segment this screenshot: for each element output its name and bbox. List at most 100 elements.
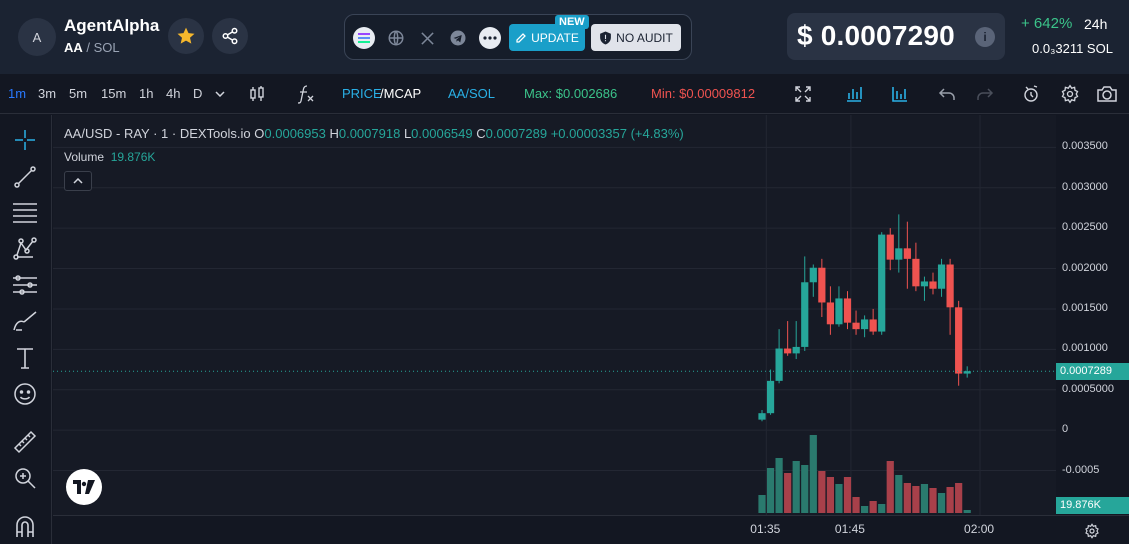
fib-icon xyxy=(13,203,37,223)
price-tick-label: 0.001000 xyxy=(1062,342,1108,355)
volume-bar xyxy=(878,504,886,513)
zoom-tool[interactable] xyxy=(12,465,38,491)
legend-title: AA/USD - RAY · 1 · DEXTools.io xyxy=(64,126,251,141)
candle-body xyxy=(946,264,954,308)
candle-body xyxy=(775,348,783,381)
fullscreen-button[interactable] xyxy=(792,83,814,105)
volume-bar xyxy=(869,501,877,513)
settings-button[interactable] xyxy=(1059,83,1081,105)
timeframe-d[interactable]: D xyxy=(193,86,203,101)
telegram-link[interactable] xyxy=(447,27,469,49)
info-icon[interactable]: i xyxy=(975,27,995,47)
update-button[interactable]: UPDATE xyxy=(509,24,585,51)
settings-icon xyxy=(1061,84,1079,104)
magnet-tool[interactable] xyxy=(12,513,38,539)
price-axis[interactable]: 0.003500 0.003000 0.002500 0.002000 0.001500… xyxy=(1056,115,1129,515)
trendline-tool[interactable] xyxy=(12,164,38,190)
price-chart[interactable] xyxy=(53,115,1056,515)
brush-tool[interactable] xyxy=(12,309,38,335)
candle-body xyxy=(955,307,963,374)
axis-settings[interactable] xyxy=(1056,515,1129,544)
candle-body xyxy=(835,298,843,325)
token-pair: AA / SOL xyxy=(64,40,120,55)
volume-bar xyxy=(886,461,894,513)
min-price: Min: $0.00009812 xyxy=(651,86,756,101)
price-tick-label: 0 xyxy=(1062,423,1069,436)
price-tick-label: 0.003000 xyxy=(1062,180,1108,193)
time-tick-label: 02:00 xyxy=(964,522,995,536)
alert-button[interactable] xyxy=(1021,83,1043,105)
fib-tool[interactable] xyxy=(12,199,38,225)
legend-low-label: L xyxy=(403,126,412,141)
volume-bar xyxy=(809,435,817,513)
time-axis[interactable]: 01:35 01:45 02:00 xyxy=(53,515,1056,544)
volume-bar xyxy=(784,473,792,513)
undo-icon xyxy=(938,88,955,100)
time-tick-label: 01:45 xyxy=(834,522,865,536)
more-links-button[interactable] xyxy=(479,27,501,49)
indicators-button[interactable] xyxy=(295,83,317,105)
volume-bar xyxy=(929,488,937,513)
volume-bar xyxy=(792,461,800,513)
projection-tool[interactable] xyxy=(12,272,38,298)
candle-body xyxy=(758,413,766,420)
candles-icon xyxy=(250,86,264,101)
social-links-box: UPDATE NEW NO AUDIT xyxy=(344,14,692,60)
price-toggle[interactable]: PRICE xyxy=(342,86,382,101)
bars-up-button[interactable] xyxy=(843,83,865,105)
pattern-tool[interactable] xyxy=(12,236,38,262)
chart-type-button[interactable] xyxy=(246,83,268,105)
volume-bar xyxy=(861,506,869,513)
ohlc-legend: AA/USD - RAY · 1 · DEXTools.io O0.000695… xyxy=(64,126,684,141)
timeframe-5m[interactable]: 5m xyxy=(69,86,88,101)
ruler-tool[interactable] xyxy=(12,429,38,455)
price-change-period: 24h xyxy=(1084,16,1108,32)
website-link[interactable] xyxy=(385,27,407,49)
candle-body xyxy=(843,298,852,323)
emoji-icon xyxy=(14,383,36,405)
timeframe-1h[interactable]: 1h xyxy=(139,86,154,101)
crosshair-tool[interactable] xyxy=(12,127,38,153)
share-button[interactable] xyxy=(212,18,248,54)
text-tool[interactable] xyxy=(12,345,38,371)
price-tick-label: 0.0005000 xyxy=(1062,382,1114,395)
x-link[interactable] xyxy=(416,27,438,49)
volume-bar xyxy=(835,484,843,513)
redo-button[interactable] xyxy=(974,83,996,105)
bars-down-icon xyxy=(892,87,907,102)
timeframe-4h[interactable]: 4h xyxy=(166,86,181,101)
pair-toggle[interactable]: AA/SOL xyxy=(448,86,495,101)
pair-separator: / xyxy=(82,40,94,55)
mcap-toggle[interactable]: /MCAP xyxy=(380,86,422,101)
time-tick-label: 01:35 xyxy=(750,522,781,536)
tradingview-icon xyxy=(73,480,95,494)
fullscreen-icon xyxy=(795,86,811,102)
timeframe-dropdown[interactable] xyxy=(209,83,231,105)
timeframe-15m[interactable]: 15m xyxy=(101,86,127,101)
volume-bar xyxy=(818,471,826,513)
solana-link[interactable] xyxy=(353,27,375,49)
candle-body xyxy=(784,348,792,354)
timeframe-1m[interactable]: 1m xyxy=(8,86,27,101)
candle-body xyxy=(895,248,903,260)
tradingview-logo[interactable] xyxy=(66,469,102,505)
audit-button[interactable]: NO AUDIT xyxy=(591,24,681,51)
undo-button[interactable] xyxy=(936,83,958,105)
emoji-tool[interactable] xyxy=(12,381,38,407)
price-box: $ 0.0007290 i xyxy=(787,13,1005,60)
favorite-button[interactable] xyxy=(168,18,204,54)
candle-body xyxy=(861,319,869,330)
bars-down-button[interactable] xyxy=(889,83,911,105)
screenshot-button[interactable] xyxy=(1096,83,1118,105)
price-change-pct: + 642% xyxy=(1021,15,1073,32)
candle-body xyxy=(920,281,929,287)
telegram-icon xyxy=(450,30,466,46)
candle-body xyxy=(912,258,920,287)
timeframe-3m[interactable]: 3m xyxy=(38,86,57,101)
legend-high-label: H xyxy=(329,126,339,141)
candle-body xyxy=(792,346,800,354)
text-icon xyxy=(17,348,33,369)
collapse-legend-button[interactable] xyxy=(64,171,92,191)
alert-icon xyxy=(1024,85,1038,102)
